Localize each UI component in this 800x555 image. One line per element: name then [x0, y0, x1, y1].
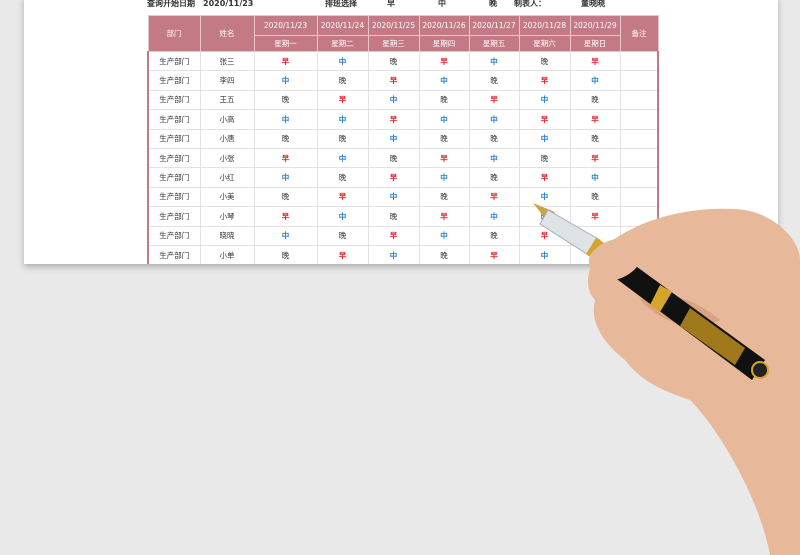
note-cell[interactable] — [619, 206, 659, 227]
table-row: 生产部门 王五晚早中晚早中晚 — [147, 89, 659, 111]
dept-cell[interactable]: 生产部门 — [147, 167, 201, 188]
shift-cell[interactable]: 早 — [418, 206, 470, 227]
table-row: 生产部门 小唐晚晚中晚晚中晚 — [147, 128, 659, 149]
header-weekday: 星期六 — [518, 35, 571, 52]
shift-cell[interactable]: 晚 — [316, 128, 369, 149]
shift-option-early: 早 — [387, 0, 395, 8]
shift-cell[interactable]: 中 — [316, 147, 369, 169]
shift-cell[interactable]: 中 — [253, 167, 318, 188]
shift-cell[interactable]: 早 — [367, 225, 420, 246]
shift-cell[interactable]: 早 — [367, 109, 420, 130]
header-date: 2020/11/23 — [253, 15, 318, 36]
header-weekday: 星期二 — [316, 35, 369, 52]
header-date: 2020/11/26 — [418, 15, 470, 36]
shift-cell[interactable]: 早 — [468, 244, 520, 264]
shift-cell[interactable]: 中 — [569, 167, 621, 188]
header-dept: 部门 — [147, 15, 201, 52]
name-cell[interactable]: 小高 — [199, 109, 255, 130]
note-cell[interactable] — [619, 128, 659, 149]
header-date: 2020/11/29 — [569, 15, 621, 36]
header-weekday: 星期四 — [418, 35, 470, 52]
header-weekday: 星期一 — [253, 35, 318, 52]
shift-option-late: 晚 — [489, 0, 497, 8]
table-row: 生产部门 小张早中晚早中晚早 — [147, 147, 659, 169]
shift-cell[interactable]: 晚 — [468, 225, 520, 246]
query-date[interactable]: 2020/11/23 — [203, 0, 254, 8]
table-row: 生产部门 小红中晚早中晚早中 — [147, 167, 659, 188]
name-cell[interactable]: 小张 — [199, 147, 255, 169]
header-weekday: 星期五 — [468, 35, 520, 52]
query-label: 查询开始日期 — [147, 0, 195, 8]
header-date: 2020/11/24 — [316, 15, 369, 36]
schedule-table: 部门 姓名 2020/11/23 2020/11/24 2020/11/25 2020/1… — [147, 15, 659, 264]
header-date: 2020/11/28 — [518, 15, 571, 36]
table-row: 生产部门 李四中晚早中晚早中 — [147, 70, 659, 91]
author-name: 董晓晓 — [581, 0, 605, 8]
shift-cell[interactable]: 中 — [418, 167, 470, 188]
author-label: 制表人： — [514, 0, 546, 8]
note-cell[interactable] — [619, 167, 659, 188]
shift-select-label: 排班选择 — [325, 0, 357, 8]
table-row: 生产部门 小美晚早中晚早中晚 — [147, 186, 659, 208]
note-cell[interactable] — [619, 109, 659, 130]
sheet-content: 查询开始日期 2020/11/23 排班选择 早 中 晚 制表人： 董晓晓 部门… — [0, 0, 800, 264]
dept-cell[interactable]: 生产部门 — [147, 147, 201, 169]
note-cell[interactable] — [619, 147, 659, 169]
dept-cell[interactable]: 生产部门 — [147, 244, 201, 264]
shift-cell[interactable]: 早 — [569, 206, 621, 227]
shift-option-mid: 中 — [438, 0, 446, 8]
note-cell[interactable] — [619, 186, 659, 208]
header-weekday: 星期三 — [367, 35, 420, 52]
table-row: 生产部门 晓晓中晚早中晚早 — [147, 225, 659, 246]
header-name: 姓名 — [199, 15, 255, 52]
header-note: 备注 — [619, 15, 659, 52]
fountain-pen-icon — [533, 203, 769, 380]
name-cell[interactable]: 晓晓 — [199, 225, 255, 246]
shift-cell[interactable]: 晚 — [253, 186, 318, 208]
header-date: 2020/11/27 — [468, 15, 520, 36]
dept-cell[interactable]: 生产部门 — [147, 128, 201, 149]
table-row: 生产部门 小高中中早中中早早 — [147, 109, 659, 130]
name-cell[interactable]: 小红 — [199, 167, 255, 188]
shift-cell[interactable]: 中 — [468, 206, 520, 227]
